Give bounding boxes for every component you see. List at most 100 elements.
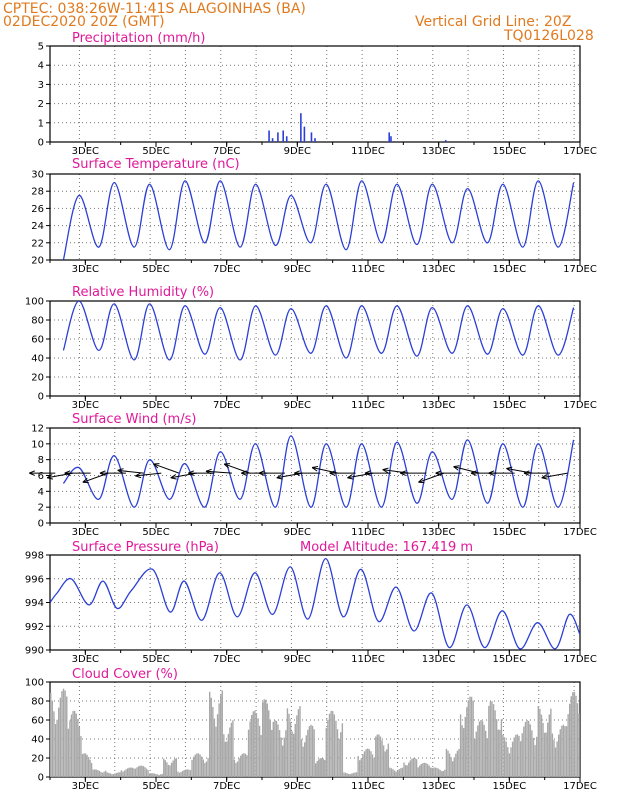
x-tick-label: 11DEC [351, 146, 385, 157]
cloud-bar [561, 725, 563, 777]
wind-arrowhead [329, 470, 336, 476]
cloud-bar [409, 760, 412, 777]
cloud-bar [249, 721, 251, 777]
cloud-bar [573, 691, 576, 777]
cloud-bar [537, 705, 539, 777]
y-tick-label: 1 [38, 118, 44, 129]
wind-arrowhead [29, 470, 36, 476]
y-tick-label: 990 [25, 646, 44, 657]
y-tick-label: 5 [38, 42, 44, 53]
cloud-bar [202, 759, 204, 777]
cloud-bar [73, 710, 76, 777]
cloud-bar [338, 738, 340, 777]
wind-vector [276, 472, 303, 479]
cloud-bar [423, 762, 426, 777]
cloud-bar [470, 696, 473, 777]
cloud-bar [134, 768, 137, 777]
header-station: CPTEC: 038:26W-11:41S ALAGOINHAS (BA) [3, 1, 306, 17]
cloud-bar [158, 774, 160, 777]
cloud-bar [315, 763, 317, 777]
cloud-bar [50, 692, 52, 777]
cloud-bar [181, 770, 184, 777]
cloud-bar [97, 770, 99, 777]
cloud-bar [401, 767, 404, 777]
x-tick-label: 5DEC [142, 146, 169, 157]
x-tick-label: 17DEC [563, 146, 597, 157]
cloud-bar [90, 763, 93, 777]
cloud-bar [387, 743, 390, 777]
y-tick-label: 80 [31, 316, 44, 327]
cloud-bar [475, 731, 477, 777]
cloud-bar [77, 719, 79, 777]
wind-vector [347, 472, 374, 479]
cloud-bar [98, 770, 101, 777]
cloud-bar [131, 767, 134, 777]
cloud-bar [503, 737, 506, 777]
cloud-bar [255, 713, 258, 777]
cloud-bar [378, 734, 380, 777]
wind-arrowhead [382, 467, 389, 474]
y-tick-label: 12 [31, 424, 44, 435]
x-tick-label: 15DEC [492, 527, 526, 538]
cloud-bar [232, 720, 234, 777]
cloud-bar [84, 753, 87, 777]
cloud-bar [328, 713, 331, 777]
cloud-bar [142, 766, 145, 777]
cloud-bar [352, 772, 355, 777]
cloud-bar [397, 770, 399, 777]
cloud-bar [108, 772, 110, 777]
cloud-bar [447, 750, 449, 777]
cloud-bar [246, 755, 248, 777]
cloud-bar [332, 711, 334, 777]
cloud-bar [453, 757, 455, 777]
cloud-bar [283, 737, 285, 777]
cloud-bar [235, 762, 237, 777]
y-tick-label: 3 [38, 80, 44, 91]
cloud-bar [174, 758, 176, 777]
cloud-bar [327, 719, 329, 777]
cloud-bar [346, 773, 348, 777]
wind-arrowhead [223, 463, 231, 469]
wind-vector [47, 472, 74, 479]
x-tick-label: 15DEC [492, 146, 526, 157]
x-tick-label: 9DEC [284, 527, 311, 538]
cloud-bar [230, 722, 233, 777]
y-tick-label: 60 [31, 335, 44, 346]
x-tick-label: 13DEC [422, 654, 456, 665]
cloud-bar [376, 734, 379, 777]
cloud-bar [161, 773, 163, 777]
wind-vector [541, 472, 568, 479]
cloud-bar [523, 726, 525, 777]
y-tick-label: 26 [31, 204, 44, 215]
cloud-bar [69, 720, 71, 777]
cloud-bar [497, 729, 499, 777]
model-altitude: Model Altitude: 167.419 m [300, 540, 473, 555]
wind-vector [453, 466, 480, 474]
precip-bar [314, 138, 316, 142]
cloud-bar [115, 772, 118, 777]
precip-bar [303, 126, 306, 142]
cloud-bar [136, 767, 138, 777]
wind-arrowhead [311, 465, 319, 472]
x-tick-label: 3DEC [72, 146, 99, 157]
cloud-bar [363, 751, 366, 777]
cloud-bar [494, 710, 496, 777]
cloud-bar [266, 703, 268, 777]
cloud-bar [524, 722, 527, 777]
wind-arrowhead [347, 474, 354, 480]
cloud-bar [322, 758, 324, 777]
cloud-bar [360, 758, 363, 777]
x-tick-label: 17DEC [563, 264, 597, 275]
x-tick-label: 11DEC [351, 264, 385, 275]
cloud-bar [197, 753, 200, 777]
y-tick-label: 22 [31, 238, 44, 249]
cloud-bar [569, 703, 571, 777]
cloud-bar [458, 748, 460, 777]
cloud-bar [379, 736, 382, 777]
cloud-bar [400, 768, 402, 777]
cloud-bar [461, 725, 463, 777]
cloud-bar [95, 769, 97, 777]
cloud-bar [406, 765, 408, 777]
cloud-bar [258, 725, 261, 777]
chart-pressure: Surface Pressure (hPa) Model Altitude: 1… [72, 540, 473, 555]
